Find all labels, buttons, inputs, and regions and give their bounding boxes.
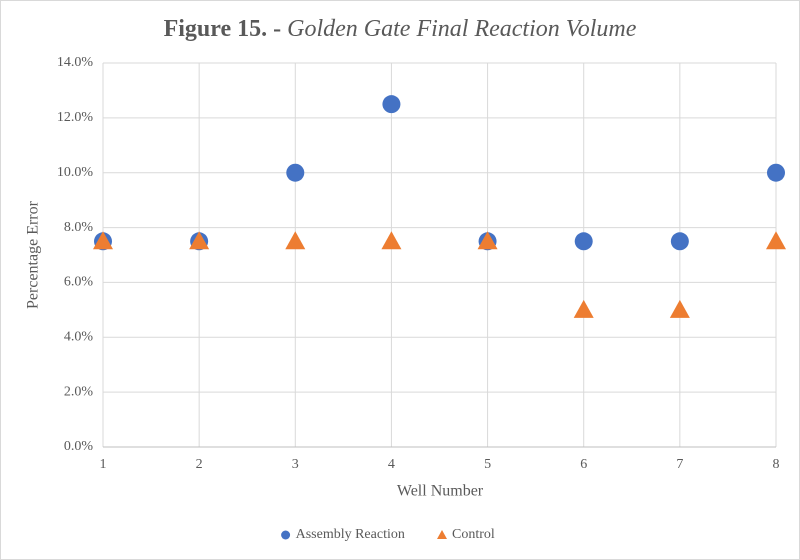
y-tick-label: 8.0% <box>64 220 94 235</box>
triangle-marker <box>285 231 306 250</box>
x-tick-label: 8 <box>773 457 780 472</box>
circle-marker <box>670 232 689 251</box>
triangle-marker <box>437 530 447 539</box>
x-tick-label: 1 <box>100 457 107 472</box>
triangle-marker <box>766 231 786 250</box>
y-tick-label: 0.0% <box>64 439 94 454</box>
x-tick-label: 6 <box>580 457 587 472</box>
y-tick-label: 10.0% <box>57 165 94 180</box>
y-tick-label: 6.0% <box>64 275 94 290</box>
triangle-marker <box>477 231 498 250</box>
x-tick-label: 2 <box>196 457 203 472</box>
y-axis-label: Percentage Error <box>25 200 42 309</box>
y-tick-label: 12.0% <box>57 110 94 125</box>
x-tick-label: 4 <box>388 457 395 472</box>
chart-title: Figure 15. - Golden Gate Final Reaction … <box>164 16 637 42</box>
legend-label: Assembly Reaction <box>296 527 405 542</box>
circle-marker <box>574 232 593 251</box>
x-tick-label: 3 <box>292 457 299 472</box>
y-tick-label: 14.0% <box>57 55 94 70</box>
x-tick-label: 7 <box>676 457 683 472</box>
triangle-marker <box>93 231 113 250</box>
x-axis-label: Well Number <box>397 483 484 500</box>
circle-marker <box>286 163 305 182</box>
circle-marker <box>767 163 785 182</box>
triangle-marker <box>669 299 690 318</box>
y-tick-label: 2.0% <box>64 384 94 399</box>
title-main: Golden Gate Final Reaction Volume <box>287 16 637 42</box>
circle-marker <box>382 95 401 114</box>
triangle-marker <box>189 231 210 250</box>
legend-label: Control <box>452 527 495 542</box>
y-tick-label: 4.0% <box>64 330 94 345</box>
x-tick-label: 5 <box>484 457 491 472</box>
triangle-marker <box>381 231 402 250</box>
triangle-marker <box>573 299 594 318</box>
circle-marker <box>281 530 291 540</box>
title-prefix: Figure 15. - <box>164 16 282 42</box>
